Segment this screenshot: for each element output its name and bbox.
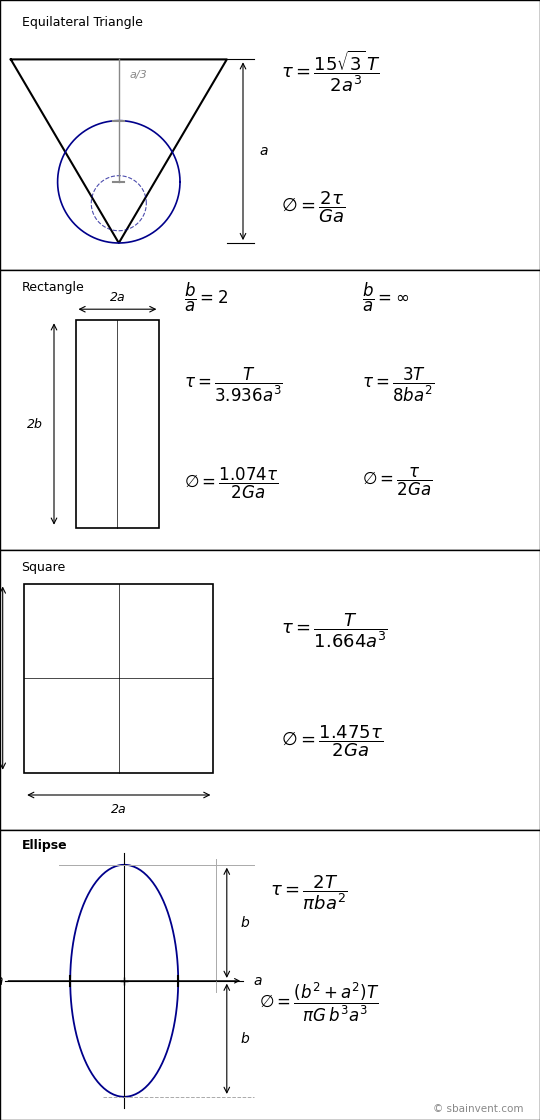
- Text: $\dfrac{b}{a} = 2$: $\dfrac{b}{a} = 2$: [184, 281, 228, 315]
- Text: $\tau = \dfrac{2T}{\pi b a^2}$: $\tau = \dfrac{2T}{\pi b a^2}$: [270, 874, 348, 913]
- Text: a: a: [0, 973, 3, 988]
- Text: $\emptyset = \dfrac{(b^2 + a^2)T}{\pi G\, b^3 a^3}$: $\emptyset = \dfrac{(b^2 + a^2)T}{\pi G\…: [259, 981, 380, 1024]
- Text: $\tau = \dfrac{T}{3.936a^3}$: $\tau = \dfrac{T}{3.936a^3}$: [184, 365, 282, 403]
- Text: Square: Square: [22, 561, 66, 575]
- Bar: [76, 320, 159, 528]
- Text: 2a: 2a: [110, 290, 125, 304]
- Text: $\emptyset = \dfrac{1.074\tau}{2Ga}$: $\emptyset = \dfrac{1.074\tau}{2Ga}$: [184, 466, 278, 502]
- Bar: [24, 584, 213, 773]
- Text: a: a: [254, 973, 262, 988]
- Text: $\emptyset = \dfrac{\tau}{2Ga}$: $\emptyset = \dfrac{\tau}{2Ga}$: [362, 466, 433, 498]
- Text: a/3: a/3: [130, 71, 147, 81]
- Text: Rectangle: Rectangle: [22, 281, 84, 295]
- Text: b: b: [240, 916, 249, 930]
- Text: $\tau = \dfrac{15\sqrt{3}\,T}{2a^3}$: $\tau = \dfrac{15\sqrt{3}\,T}{2a^3}$: [281, 48, 380, 94]
- Text: $\emptyset = \dfrac{2\tau}{Ga}$: $\emptyset = \dfrac{2\tau}{Ga}$: [281, 189, 346, 225]
- Text: Ellipse: Ellipse: [22, 839, 67, 851]
- Text: b: b: [240, 1032, 249, 1046]
- Text: $\tau = \dfrac{T}{1.664a^3}$: $\tau = \dfrac{T}{1.664a^3}$: [281, 612, 388, 651]
- Text: 2b: 2b: [28, 418, 43, 430]
- Text: a: a: [259, 144, 268, 158]
- Text: $\dfrac{b}{a} = \infty$: $\dfrac{b}{a} = \infty$: [362, 281, 409, 315]
- Text: Equilateral Triangle: Equilateral Triangle: [22, 16, 143, 29]
- Text: $\emptyset = \dfrac{1.475\tau}{2Ga}$: $\emptyset = \dfrac{1.475\tau}{2Ga}$: [281, 724, 383, 759]
- Text: $\tau = \dfrac{3T}{8ba^2}$: $\tau = \dfrac{3T}{8ba^2}$: [362, 365, 434, 403]
- Text: © sbainvent.com: © sbainvent.com: [433, 1104, 524, 1114]
- Text: 2a: 2a: [111, 803, 126, 816]
